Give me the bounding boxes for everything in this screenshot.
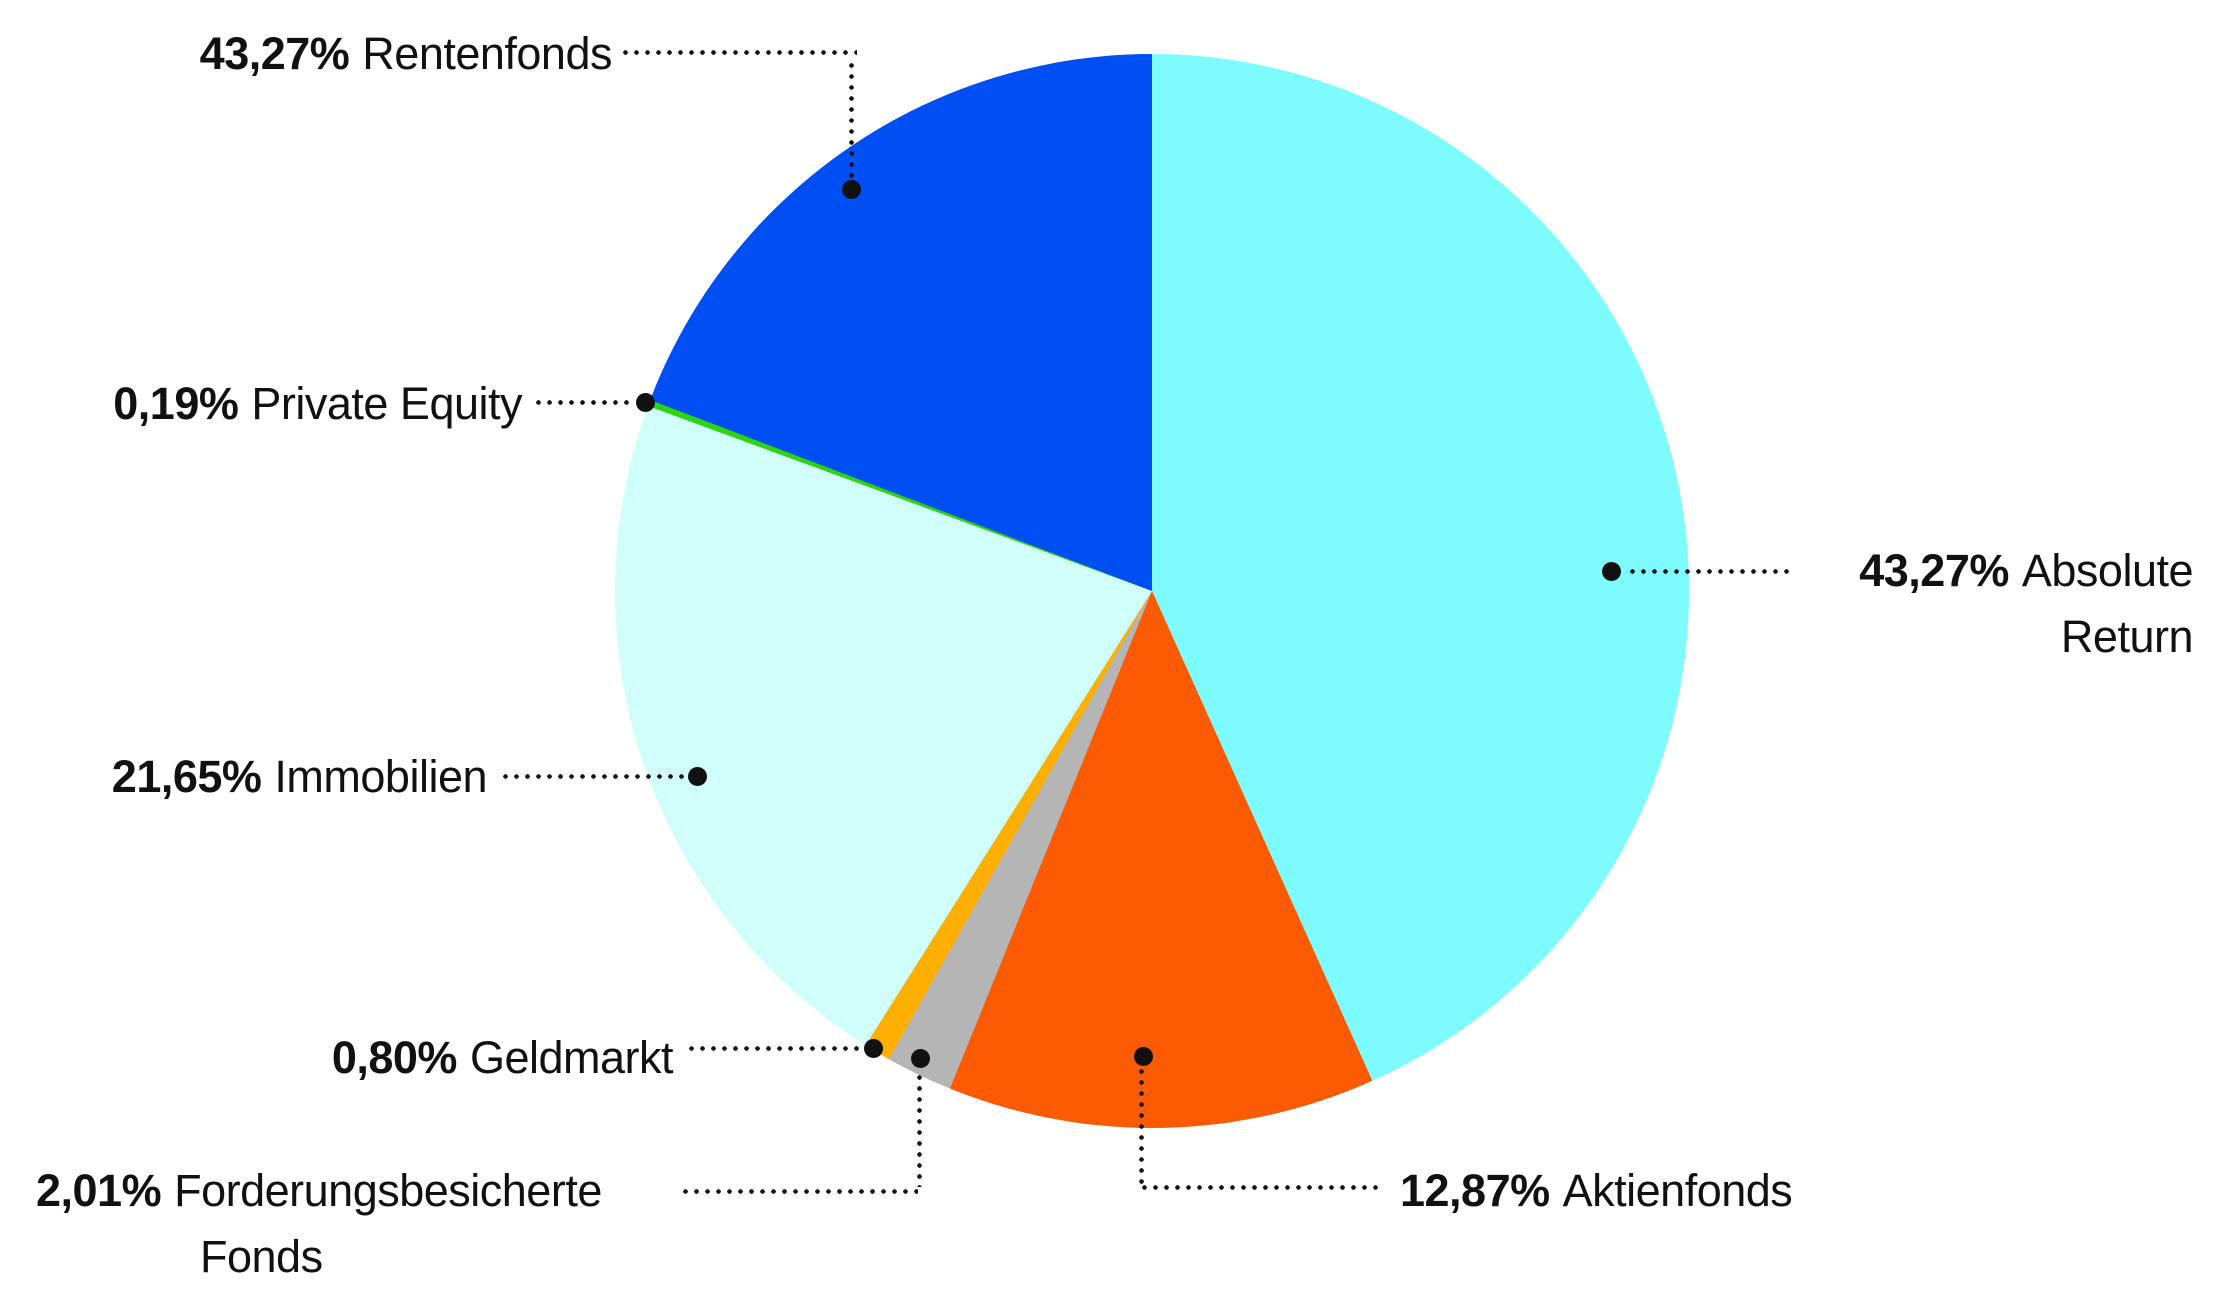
leader-line-aktienfonds <box>1139 1185 1380 1190</box>
callout-dot-immobilien <box>688 767 707 786</box>
category-label-line2: Fonds <box>200 1231 323 1282</box>
category-label: Private Equity <box>251 378 522 429</box>
category-label-line1: Absolute <box>2021 545 2194 596</box>
callout-rentenfonds: 43,27% Rentenfonds <box>0 28 613 79</box>
category-label-line1: Forderungsbesicherte <box>174 1165 602 1216</box>
callout-dot-aktienfonds <box>1134 1047 1153 1066</box>
category-label-line2: Return <box>2060 611 2194 662</box>
callout-dot-geldmarkt <box>864 1039 883 1058</box>
callout-aktienfonds: 12,87% Aktienfonds <box>1400 1165 1793 1216</box>
percent-value: 43,27% <box>199 28 350 79</box>
leader-line-forderungsbesicherte <box>680 1189 918 1194</box>
percent-value: 0,80% <box>331 1032 458 1083</box>
callout-dot-private-equity <box>636 393 655 412</box>
callout-geldmarkt: 0,80% Geldmarkt <box>0 1032 674 1083</box>
callout-dot-absolute-return <box>1602 562 1621 581</box>
callout-dot-forderungsbesicherte <box>911 1049 930 1068</box>
percent-value: 2,01% <box>36 1165 162 1216</box>
category-label: Rentenfonds <box>362 28 612 79</box>
pie-chart <box>615 54 1689 1128</box>
percent-value: 12,87% <box>1400 1165 1550 1216</box>
leader-line-rentenfonds-vertical <box>849 60 854 178</box>
leader-line-private-equity <box>533 400 635 405</box>
callout-dot-rentenfonds <box>842 180 861 199</box>
leader-line-immobilien <box>500 774 686 779</box>
callout-private-equity: 0,19% Private Equity <box>0 379 522 429</box>
category-label: Aktienfonds <box>1562 1165 1793 1216</box>
category-label: Geldmarkt <box>469 1032 674 1083</box>
leader-line-geldmarkt <box>686 1046 862 1051</box>
percent-value: 0,19% <box>113 378 239 429</box>
callout-forderungsbesicherte-fonds: 2,01% Forderungsbesicherte Fonds <box>36 1158 602 1290</box>
callout-immobilien: 21,65% Immobilien <box>0 751 488 802</box>
leader-line-aktienfonds-vertical <box>1139 1066 1144 1185</box>
callout-absolute-return: 43,27% Absolute Return <box>1859 538 2193 670</box>
leader-line-absolute-return <box>1627 569 1795 574</box>
percent-value: 43,27% <box>1859 545 2009 596</box>
percent-value: 21,65% <box>111 751 262 802</box>
category-label: Immobilien <box>274 751 487 802</box>
leader-line-rentenfonds <box>620 50 857 55</box>
leader-line-forderungsbesicherte-vertical <box>917 1072 922 1187</box>
